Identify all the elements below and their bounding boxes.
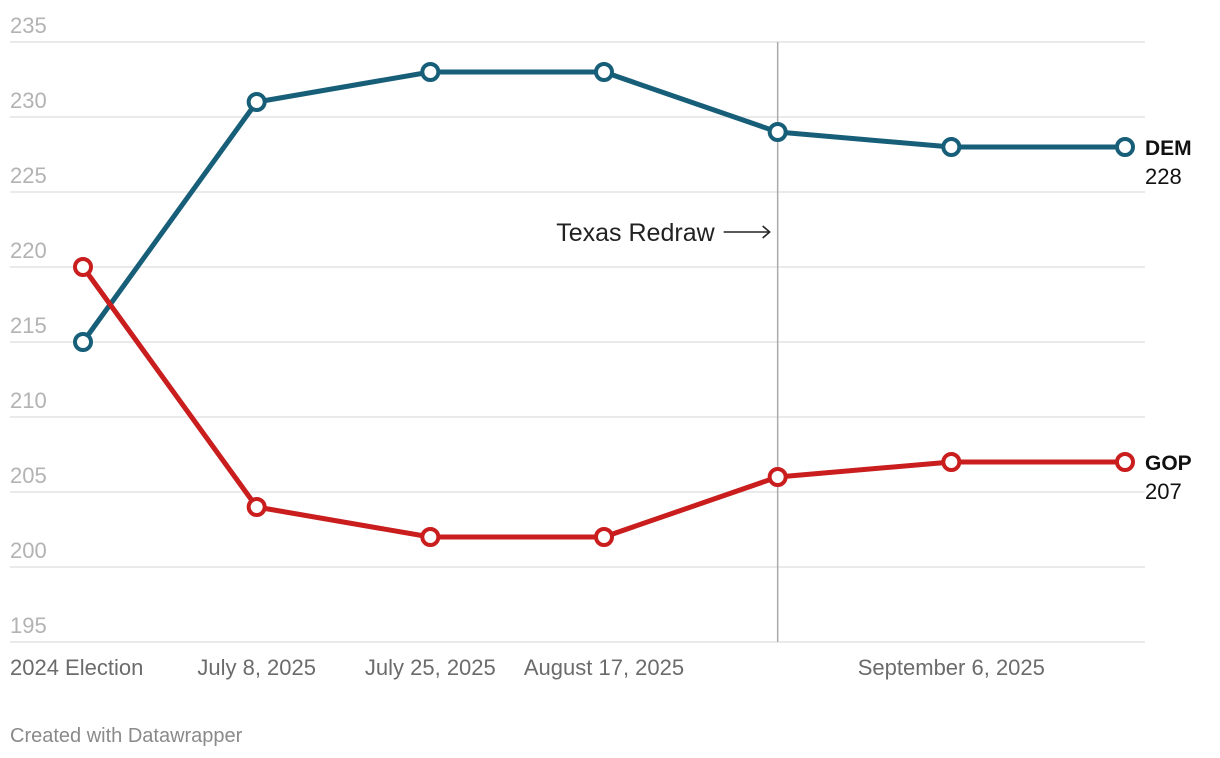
series-line-dem (80, 69, 1125, 344)
series-label: GOP (1145, 452, 1192, 475)
annotation-arrow-icon (723, 225, 771, 239)
series-gop: GOP 207 (73, 257, 1192, 547)
y-tick-label: 220 (10, 238, 47, 263)
x-tick-label: 2024 Election (10, 655, 143, 680)
x-tick-label: August 17, 2025 (524, 655, 684, 680)
series-end-value: 228 (1145, 164, 1182, 189)
series-label: DEM (1145, 137, 1192, 160)
data-point (246, 92, 267, 112)
data-point (73, 257, 93, 277)
gridlines (10, 41, 1145, 643)
data-point (594, 527, 614, 547)
arrow-head (762, 225, 771, 239)
data-point (420, 62, 441, 82)
y-tick-label: 200 (10, 538, 47, 563)
y-tick-label: 195 (10, 613, 47, 638)
data-point (1115, 137, 1135, 157)
data-point (1115, 452, 1135, 472)
data-point (73, 332, 93, 352)
series-dem: DEM 228 (73, 62, 1192, 352)
series-group: DEM 228 GOP 207 (73, 62, 1192, 547)
y-axis-ticks: 195 200 205 210 215 220 225 230 235 (10, 13, 47, 638)
series-end-value: 207 (1145, 479, 1182, 504)
x-tick-label: September 6, 2025 (858, 655, 1045, 680)
y-tick-label: 210 (10, 388, 47, 413)
data-point (767, 122, 788, 142)
y-tick-label: 235 (10, 13, 47, 38)
y-tick-label: 230 (10, 88, 47, 113)
x-axis-ticks: 2024 Election July 8, 2025 July 25, 2025 Au… (10, 655, 1045, 680)
data-point (246, 497, 267, 517)
annotation-text: Texas Redraw (556, 219, 715, 247)
data-point (420, 527, 441, 547)
y-tick-label: 215 (10, 313, 47, 338)
y-tick-label: 225 (10, 163, 47, 188)
data-point (941, 452, 962, 472)
x-tick-label: July 8, 2025 (197, 655, 316, 680)
data-point (767, 467, 788, 487)
credit-text: Created with Datawrapper (10, 725, 243, 747)
data-point (941, 137, 962, 157)
x-tick-label: July 25, 2025 (365, 655, 496, 680)
data-point (594, 62, 614, 82)
series-line-gop (80, 265, 1125, 540)
y-tick-label: 205 (10, 463, 47, 488)
